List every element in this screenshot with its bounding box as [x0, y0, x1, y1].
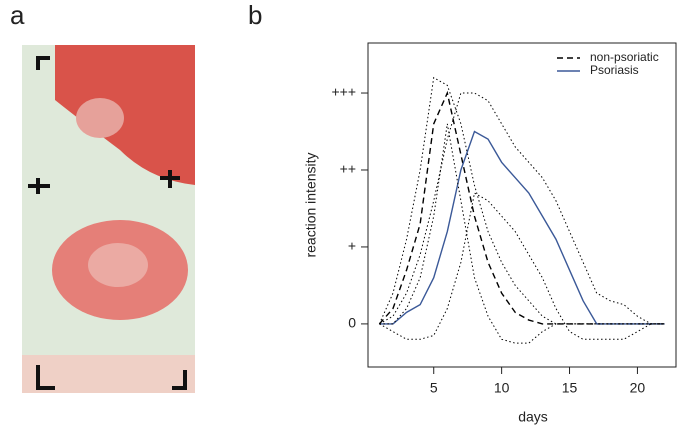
- line: [378, 76, 665, 325]
- x-tick-label: 10: [494, 380, 510, 396]
- y-tick-label: +++: [331, 84, 356, 100]
- photo: [22, 45, 195, 393]
- plot-frame: [367, 42, 677, 368]
- line: [379, 192, 665, 340]
- x-axis-label: days: [518, 409, 548, 425]
- legend-label: Psoriasis: [590, 63, 639, 77]
- y-tick-label: 0: [348, 315, 356, 331]
- y-tick-label: ++: [340, 161, 356, 177]
- x-tick-label: 15: [562, 380, 578, 396]
- line: [379, 92, 665, 325]
- panel-label: a: [10, 0, 25, 30]
- panel-label: b: [248, 0, 262, 30]
- x-tick-label: 5: [430, 380, 438, 396]
- x-tick-label: 20: [630, 380, 646, 396]
- line: [379, 130, 665, 325]
- line: [378, 90, 665, 325]
- y-tick-label: +: [348, 238, 356, 254]
- legend-label: non-psoriatic: [590, 50, 659, 64]
- y-axis-label: reaction intensity: [303, 152, 319, 257]
- line: [379, 123, 665, 344]
